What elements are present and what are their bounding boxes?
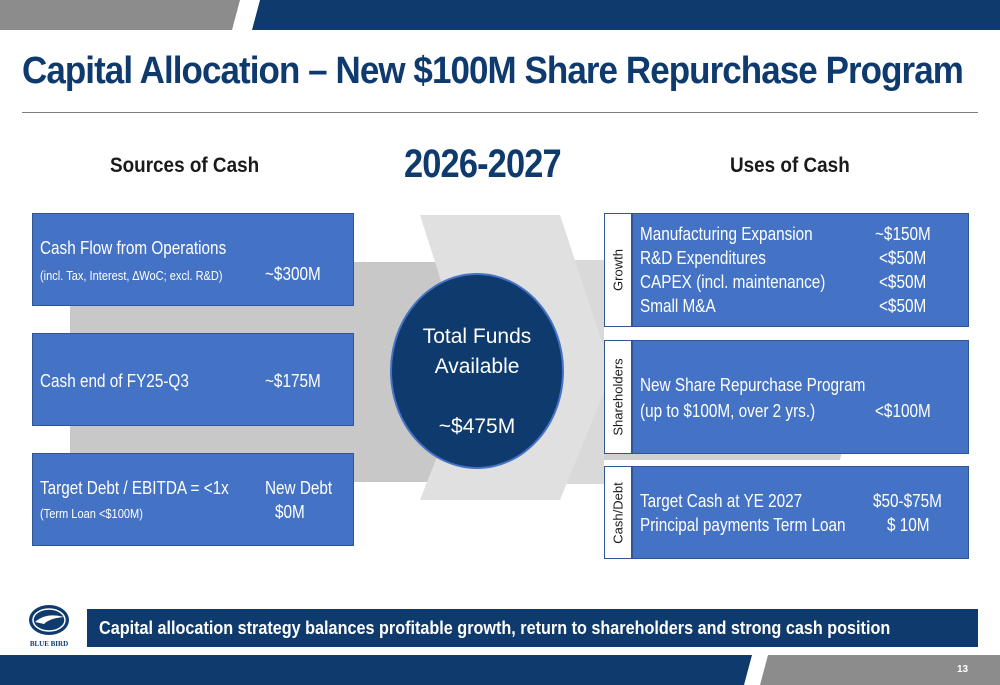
title-divider [22, 112, 978, 113]
bottom-banner-gray [760, 655, 1000, 685]
uses-tab-label: Cash/Debt [610, 481, 626, 544]
blue-bird-logo-icon [29, 605, 69, 635]
top-banner-gray [0, 0, 240, 30]
use-label: Small M&A [640, 296, 716, 316]
source-box-operations: Cash Flow from Operations (incl. Tax, In… [32, 213, 354, 306]
uses-box-shareholders: New Share Repurchase Program (up to $100… [632, 340, 969, 454]
source-sublabel: (incl. Tax, Interest, ∆WoC; excl. R&D) [40, 268, 223, 283]
source-sublabel: (Term Loan <$100M) [40, 506, 143, 521]
source-label: Target Debt / EBITDA = <1x [40, 478, 229, 498]
use-label: Principal payments Term Loan [640, 515, 846, 535]
source-value: $0M [275, 502, 305, 522]
source-box-cash: Cash end of FY25-Q3 ~$175M [32, 333, 354, 426]
use-value: ~$150M [875, 224, 931, 244]
use-value: <$50M [879, 296, 927, 316]
total-funds-line2: Available [434, 355, 520, 378]
total-funds-value: ~$475M [438, 415, 516, 438]
use-value: <$100M [875, 401, 931, 421]
source-label: Cash Flow from Operations [40, 238, 227, 258]
use-label: CAPEX (incl. maintenance) [640, 272, 826, 292]
total-funds-line1: Total Funds [422, 325, 532, 348]
logo-text: BLUE BIRD [29, 640, 69, 648]
page-title: Capital Allocation – New $100M Share Rep… [22, 50, 964, 92]
use-label: R&D Expenditures [640, 248, 766, 268]
page-number: 13 [957, 664, 969, 675]
top-banner-navy [252, 0, 1000, 30]
uses-heading: Uses of Cash [730, 154, 850, 177]
uses-box-growth: Manufacturing Expansion ~$150M R&D Expen… [632, 213, 969, 327]
use-label: Target Cash at YE 2027 [640, 491, 803, 511]
logo-bird [35, 615, 64, 624]
use-value: <$50M [879, 248, 927, 268]
bottom-banner [0, 655, 1000, 685]
source-value: ~$175M [265, 371, 321, 391]
flow-arrow-right [560, 260, 610, 484]
uses-tab-growth: Growth [604, 213, 632, 327]
use-label: (up to $100M, over 2 yrs.) [640, 401, 816, 421]
use-value: $ 10M [887, 515, 930, 535]
total-funds-circle: Total Funds Available ~$475M [390, 273, 564, 469]
source-box-debt: Target Debt / EBITDA = <1x (Term Loan <$… [32, 453, 354, 546]
logo-ring [32, 608, 66, 632]
uses-tab-label: Growth [610, 249, 626, 291]
use-label: Manufacturing Expansion [640, 224, 813, 244]
use-label: New Share Repurchase Program [640, 375, 866, 395]
source-value: ~$300M [265, 264, 321, 284]
summary-banner: Capital allocation strategy balances pro… [87, 609, 978, 647]
uses-tab-label: Shareholders [610, 358, 626, 436]
bottom-banner-navy [0, 655, 752, 685]
uses-tab-cash-debt: Cash/Debt [604, 466, 632, 559]
sources-heading: Sources of Cash [110, 154, 260, 177]
summary-text: Capital allocation strategy balances pro… [99, 618, 891, 638]
source-label: Cash end of FY25-Q3 [40, 371, 189, 391]
uses-box-cash-debt: Target Cash at YE 2027 $50-$75M Principa… [632, 466, 969, 559]
uses-tab-shareholders: Shareholders [604, 340, 632, 454]
top-banner [0, 0, 1000, 30]
period-label: 2026-2027 [404, 142, 562, 186]
source-value: New Debt [265, 478, 333, 498]
use-value: $50-$75M [873, 491, 942, 511]
use-value: <$50M [879, 272, 927, 292]
